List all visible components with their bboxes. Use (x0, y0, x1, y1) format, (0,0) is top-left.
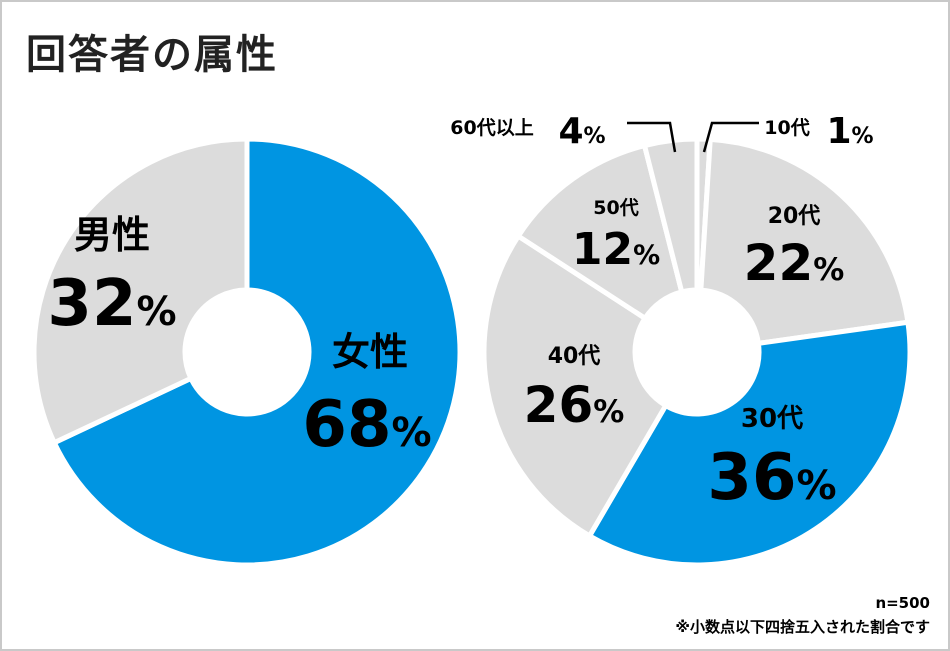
gender-value-label: 68% (302, 388, 431, 462)
age-category-label: 60代以上 (450, 117, 533, 139)
chart-title: 回答者の属性 (26, 32, 278, 78)
gender-donut-chart: 女性 68% 男性 32% (31, 136, 463, 568)
age-slice-2 (586, 319, 913, 568)
age-slice-4 (514, 142, 685, 322)
age-value-label: 36% (707, 441, 836, 515)
age-category-label: 10代 (764, 117, 809, 139)
age-category-label: 20代 (768, 204, 821, 229)
age-category-label: 40代 (548, 344, 601, 369)
leader-line-60s (627, 121, 677, 153)
age-value-label: 22% (744, 234, 845, 292)
gender-category-label: 女性 (332, 330, 408, 374)
age-category-label: 50代 (593, 197, 638, 219)
age-value-label: 26% (524, 376, 625, 434)
gender-slice-0 (50, 136, 463, 568)
age-category-label: 30代 (741, 404, 803, 434)
rounding-note: ※小数点以下四捨五入された割合です (675, 618, 930, 636)
age-slice-5 (641, 136, 700, 295)
sample-size: n=500 (875, 594, 930, 612)
age-value-label: 1% (826, 111, 873, 152)
age-slice-3 (481, 232, 670, 540)
gender-category-label: 男性 (74, 213, 150, 257)
age-value-label: 4% (558, 111, 605, 152)
age-slice-1 (698, 136, 911, 347)
gender-value-label: 32% (47, 267, 176, 341)
age-donut-chart: 10代 1% 20代 22% 30代 36% 40代 26% 50代 12% 60代以上 4% (450, 111, 913, 568)
age-value-label: 12% (572, 224, 660, 275)
gender-slice-1 (31, 136, 250, 447)
leader-line-10s (702, 121, 759, 153)
